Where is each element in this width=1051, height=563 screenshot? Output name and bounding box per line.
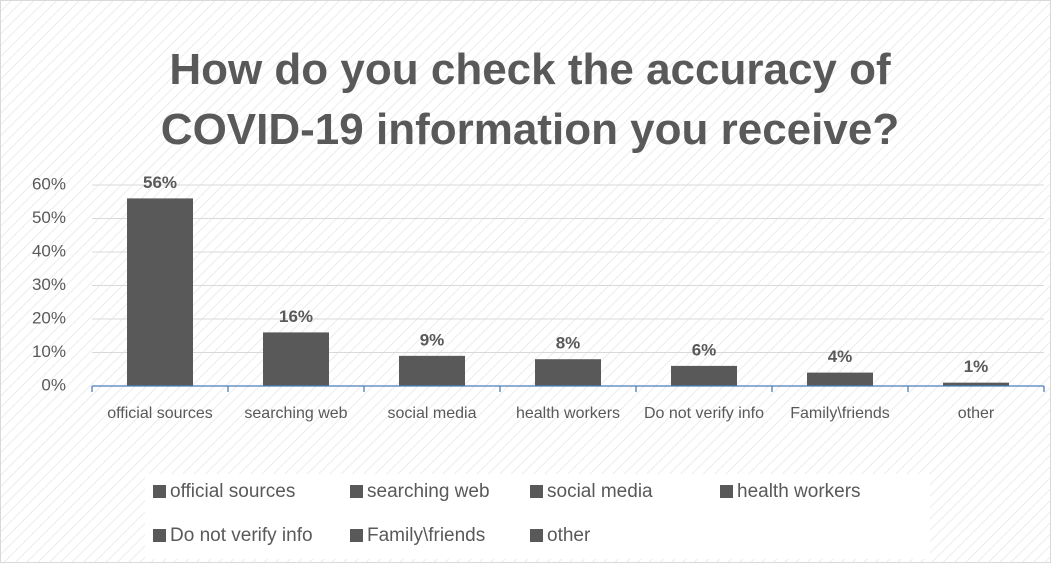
chart-title: How do you check the accuracy of COVID-1… (160, 45, 900, 154)
x-tick-label: social media (387, 405, 477, 422)
bar (399, 355, 465, 386)
legend-marker (530, 529, 543, 542)
legend-label: searching web (367, 481, 490, 502)
x-tick-label: searching web (244, 405, 348, 422)
legend-item: searching web (350, 481, 490, 503)
bar (535, 359, 601, 386)
bar (127, 198, 193, 386)
data-label: 56% (143, 173, 177, 192)
legend-item: official sources (153, 481, 295, 503)
legend-item: Family\friends (350, 525, 485, 547)
data-label: 1% (964, 357, 989, 376)
legend-label: other (547, 525, 591, 546)
bar (807, 372, 873, 386)
data-label: 9% (420, 330, 445, 349)
bar (263, 332, 329, 386)
y-tick-label: 30% (32, 275, 66, 294)
data-label: 6% (692, 340, 717, 359)
y-tick-label: 0% (41, 375, 66, 394)
data-label: 4% (828, 347, 853, 366)
x-tick-label: official sources (107, 405, 213, 422)
x-tick-label: other (957, 405, 995, 422)
legend-item: health workers (720, 481, 861, 503)
y-tick-label: 10% (32, 342, 66, 361)
title-box: How do you check the accuracy of COVID-1… (160, 45, 900, 154)
bar (671, 365, 737, 386)
legend-label: official sources (170, 481, 296, 502)
bar (943, 382, 1009, 386)
legend-marker (720, 485, 733, 498)
legend-marker (350, 529, 363, 542)
legend-marker (350, 485, 363, 498)
legend-item: other (530, 525, 590, 547)
legend-label: social media (547, 481, 653, 502)
y-tick-label: 40% (32, 241, 66, 260)
x-tick-label: Do not verify info (643, 405, 765, 422)
legend-item: Do not verify info (153, 525, 313, 547)
y-tick-label: 50% (32, 208, 66, 227)
y-tick-label: 20% (32, 308, 66, 327)
legend-marker (153, 485, 166, 498)
legend-item: social media (530, 481, 653, 503)
legend-label: health workers (737, 481, 861, 502)
data-label: 16% (279, 307, 313, 326)
legend-label: Family\friends (367, 525, 486, 546)
legend-marker (153, 529, 166, 542)
data-label: 8% (556, 334, 581, 353)
y-tick-label: 60% (32, 174, 66, 193)
legend-marker (530, 485, 543, 498)
legend-label: Do not verify info (170, 525, 313, 546)
x-tick-label: Family\friends (790, 405, 890, 422)
x-tick-label: health workers (515, 405, 621, 422)
